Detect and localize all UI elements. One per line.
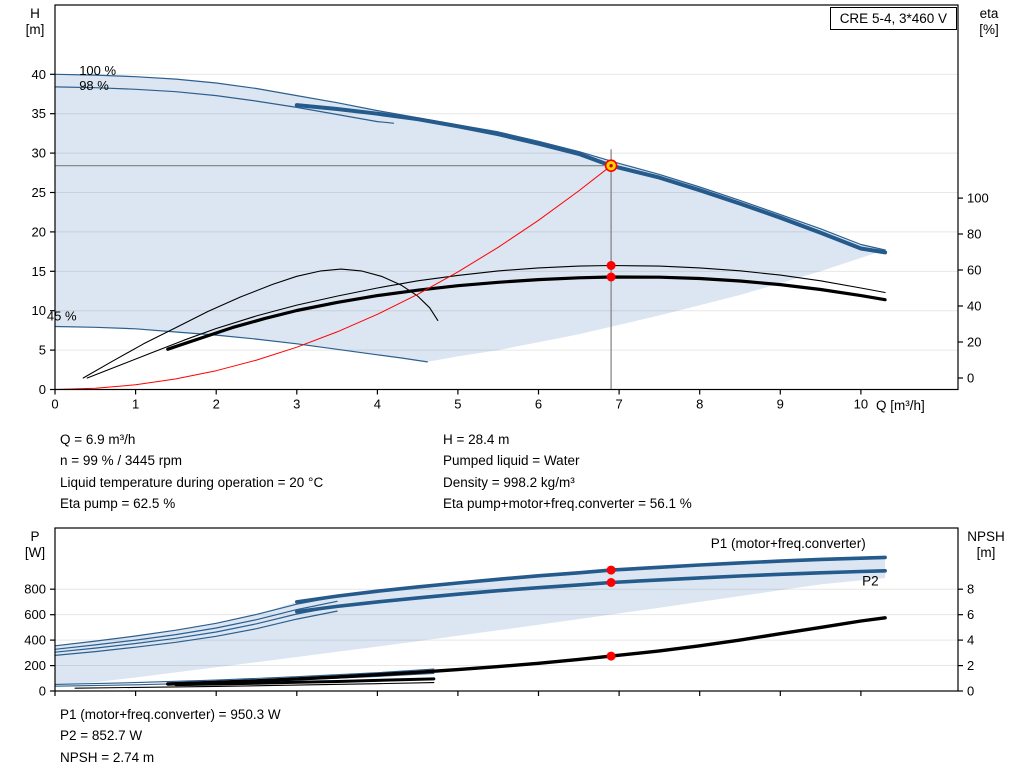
- series-p2-100pct: [54, 605, 338, 653]
- h-axis-label: H [m]: [20, 6, 50, 38]
- x-tick-label: 9: [777, 397, 784, 412]
- readout-npsh: NPSH = 2.74 m: [60, 749, 155, 765]
- plot-frame: [54, 4, 959, 391]
- series-speed-45pct: [54, 325, 428, 363]
- y-left-tick-label: 600: [24, 607, 46, 622]
- series-p1-98pct: [54, 600, 338, 650]
- curve-label: 98 %: [79, 78, 109, 93]
- readout-p2: P2 = 852.7 W: [60, 728, 143, 744]
- eta-axis-symbol: eta: [979, 6, 999, 21]
- y-right-tick-label: 20: [967, 335, 981, 350]
- chart-power-npsh: P1 (motor+freq.converter)P20200400600800…: [24, 527, 974, 699]
- x-tick-label: 1: [132, 397, 139, 412]
- chart-performance: 100 %98 %45 %051015202530354002040608010…: [32, 4, 989, 412]
- y-left-tick-label: 30: [32, 146, 46, 161]
- y-right-tick-label: 6: [967, 607, 974, 622]
- y-left-tick-label: 15: [32, 264, 46, 279]
- series-p1-min-speed: [54, 668, 435, 685]
- readout-eta-pump: Eta pump = 62.5 %: [60, 495, 176, 511]
- npsh-axis-symbol: NPSH: [967, 529, 1005, 544]
- p-axis-unit: [W]: [24, 545, 46, 560]
- readout-speed: n = 99 % / 3445 rpm: [60, 453, 182, 469]
- plot-frame: [54, 527, 959, 692]
- series-npsh: [166, 616, 887, 686]
- power-envelope: [55, 557, 886, 686]
- y-right-tick-label: 40: [967, 299, 981, 314]
- x-tick-label: 4: [374, 397, 381, 412]
- p-axis-label: P [W]: [20, 529, 50, 561]
- series-speed-98pct: [54, 86, 395, 124]
- series-p1-current: [294, 555, 887, 604]
- x-tick-label: 3: [293, 397, 300, 412]
- readout-q: Q = 6.9 m³/h: [60, 432, 136, 447]
- series-eta-pump-motor-freq: [166, 275, 887, 351]
- y-right-tick-label: 80: [967, 227, 981, 242]
- series-p2-98pct: [54, 610, 338, 657]
- pump-model-box: CRE 5-4, 3*460 V: [829, 7, 957, 30]
- series-control-curve: [54, 165, 612, 390]
- y-left-tick-label: 0: [39, 382, 46, 397]
- q-axis-label: Q [m³/h]: [876, 398, 925, 413]
- series-p2-current: [294, 568, 887, 614]
- h-axis-symbol: H: [30, 6, 40, 21]
- x-tick-label: 5: [454, 397, 461, 412]
- power-readout: P1 (motor+freq.converter) = 950.3 W P2 =…: [60, 704, 281, 768]
- y-left-tick-label: 40: [32, 67, 46, 82]
- y-right-tick-label: 8: [967, 582, 974, 597]
- series-speed-current-99pct: [294, 103, 888, 255]
- npsh-axis-unit: [m]: [976, 545, 996, 560]
- duty-readout-left: Q = 6.9 m³/h n = 99 % / 3445 rpm Liquid …: [60, 429, 323, 514]
- duty-point-center: [609, 164, 613, 168]
- readout-p1: P1 (motor+freq.converter) = 950.3 W: [60, 707, 281, 722]
- x-tick-label: 10: [854, 397, 868, 412]
- curve-label: 100 %: [79, 63, 116, 78]
- curve-label: P1 (motor+freq.converter): [711, 536, 866, 551]
- duty-readout-right: H = 28.4 m Pumped liquid = Water Density…: [443, 429, 692, 514]
- y-left-tick-label: 5: [39, 343, 46, 358]
- eta-total-point: [606, 272, 616, 282]
- readout-head: H = 28.4 m: [443, 432, 510, 447]
- series-eta-pump: [86, 264, 886, 379]
- y-left-tick-label: 200: [24, 658, 46, 673]
- p1-point: [606, 565, 616, 575]
- x-tick-label: 2: [213, 397, 220, 412]
- y-left-tick-label: 0: [39, 684, 46, 699]
- h-axis-unit: [m]: [25, 22, 45, 37]
- y-right-tick-label: 2: [967, 658, 974, 673]
- y-right-tick-label: 0: [967, 684, 974, 699]
- readout-eta-total: Eta pump+motor+freq.converter = 56.1 %: [443, 495, 692, 511]
- x-tick-label: 0: [51, 397, 58, 412]
- eta-axis-label: eta [%]: [970, 6, 1008, 38]
- eta-axis-unit: [%]: [979, 22, 999, 37]
- operating-envelope: [55, 74, 886, 362]
- eta-pump-point: [606, 261, 616, 270]
- npsh-point: [606, 651, 616, 661]
- npsh-axis-label: NPSH [m]: [958, 529, 1014, 561]
- p-axis-symbol: P: [30, 529, 40, 544]
- readout-density: Density = 998.2 kg/m³: [443, 474, 575, 490]
- y-left-tick-label: 35: [32, 106, 46, 121]
- y-left-tick-label: 800: [24, 582, 46, 597]
- y-left-tick-label: 25: [32, 185, 46, 200]
- y-right-tick-label: 100: [967, 191, 989, 206]
- readout-liquid-temp: Liquid temperature during operation = 20…: [60, 474, 324, 490]
- x-tick-label: 6: [535, 397, 542, 412]
- y-left-tick-label: 400: [24, 633, 46, 648]
- x-tick-label: 8: [696, 397, 703, 412]
- curve-label: P2: [862, 573, 879, 588]
- y-left-tick-label: 20: [32, 224, 46, 239]
- p2-point: [606, 578, 616, 587]
- readout-pumped-liquid: Pumped liquid = Water: [443, 453, 580, 469]
- y-left-tick-label: 10: [32, 303, 46, 318]
- series-npsh-min-speed: [74, 682, 435, 689]
- y-right-tick-label: 60: [967, 263, 981, 278]
- y-right-tick-label: 4: [967, 633, 974, 648]
- y-right-tick-label: 0: [967, 371, 974, 386]
- x-tick-label: 7: [615, 397, 622, 412]
